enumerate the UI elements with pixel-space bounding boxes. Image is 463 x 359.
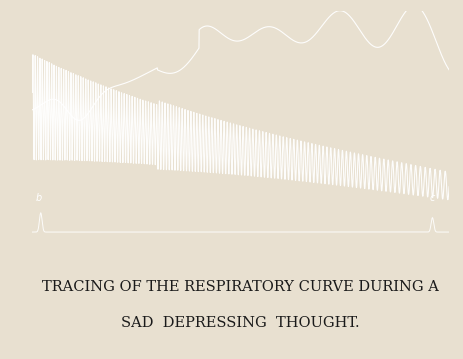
Text: b: b	[36, 193, 42, 203]
Text: SAD  DEPRESSING  THOUGHT.: SAD DEPRESSING THOUGHT.	[121, 316, 360, 330]
Text: c: c	[430, 193, 435, 203]
Text: TRACING OF THE RESPIRATORY CURVE DURING A: TRACING OF THE RESPIRATORY CURVE DURING …	[42, 280, 439, 294]
